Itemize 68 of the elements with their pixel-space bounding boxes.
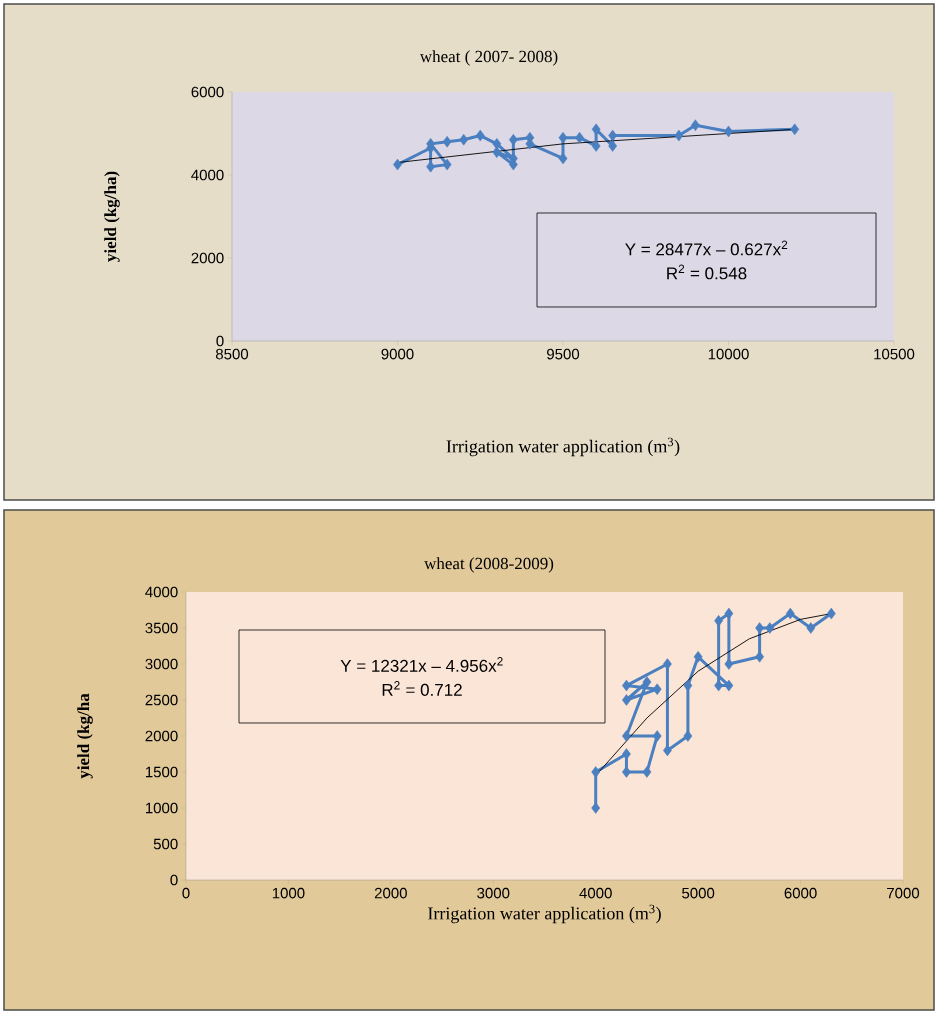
y-tick-label: 1000 xyxy=(145,802,178,814)
point xyxy=(724,679,734,692)
x-tick-label: 7000 xyxy=(887,887,920,899)
point xyxy=(591,140,601,152)
y-axis-title: yield (kg/ha xyxy=(77,693,93,779)
annotation: R$^{2}$ = 0.712 xyxy=(382,681,462,696)
y-tick-label: 3000 xyxy=(145,658,178,670)
point xyxy=(591,802,601,814)
y-tick-label: 0 xyxy=(170,874,178,886)
y-tick-label: 2000 xyxy=(145,730,178,742)
point xyxy=(826,607,836,620)
x-tick-label: 8500 xyxy=(215,348,249,360)
point xyxy=(492,138,502,150)
point xyxy=(714,615,724,627)
x-tick-label: 6000 xyxy=(784,887,817,899)
x-tick-label: 9500 xyxy=(547,348,580,360)
point xyxy=(608,140,618,152)
point xyxy=(755,622,764,634)
x-axis-title: Irrigation water application (m$^{3}$) xyxy=(446,437,680,457)
point xyxy=(622,694,631,706)
point xyxy=(674,129,684,142)
x-tick-label: 2000 xyxy=(374,887,407,899)
point xyxy=(642,766,652,778)
x-tick-label: 10000 xyxy=(708,348,749,360)
point xyxy=(755,651,764,663)
chart-title: wheat (2008-2009) xyxy=(424,557,554,573)
annotation: Y = 12321x – 4.956x$^{2}$ xyxy=(340,657,503,672)
point xyxy=(508,133,518,146)
x-tick-label: 9000 xyxy=(381,348,414,360)
point xyxy=(492,146,502,158)
x-tick-label: 3000 xyxy=(477,887,510,899)
point xyxy=(683,730,693,742)
y-tick-label: 4000 xyxy=(145,586,178,598)
point xyxy=(591,766,601,778)
point xyxy=(663,658,672,670)
point xyxy=(652,730,662,742)
y-tick-label: 3500 xyxy=(145,622,178,634)
point xyxy=(785,607,795,620)
y-tick-label: 2000 xyxy=(191,252,224,264)
point xyxy=(790,123,800,136)
point xyxy=(442,158,452,171)
point xyxy=(693,651,703,663)
x-tick-label: 0 xyxy=(182,887,190,899)
x-tick-label: 4000 xyxy=(579,887,612,899)
annotation: R$^{2}$ = 0.548 xyxy=(667,264,747,280)
x-axis-title: Irrigation water application (m$^{3}$) xyxy=(428,904,661,924)
annotation: Y = 28477x – 0.627x$^{2}$ xyxy=(625,240,788,256)
point xyxy=(475,129,485,142)
point xyxy=(622,730,631,742)
x-tick-label: 10500 xyxy=(874,348,915,360)
y-axis-title: yield (kg/ha) xyxy=(104,171,120,262)
y-tick-label: 500 xyxy=(153,838,178,850)
point xyxy=(724,658,734,670)
y-tick-label: 0 xyxy=(216,335,224,347)
y-tick-label: 1500 xyxy=(145,766,178,778)
point xyxy=(558,131,568,144)
chart-title: wheat ( 2007- 2008) xyxy=(419,50,558,66)
y-tick-label: 6000 xyxy=(191,86,224,98)
y-tick-label: 4000 xyxy=(191,169,224,181)
x-tick-label: 5000 xyxy=(682,887,715,899)
point xyxy=(806,622,816,634)
point xyxy=(691,119,700,131)
x-tick-label: 1000 xyxy=(272,887,305,899)
point xyxy=(459,133,469,146)
point xyxy=(642,676,652,688)
point xyxy=(442,136,452,148)
y-tick-label: 2500 xyxy=(145,694,178,706)
point xyxy=(765,622,775,634)
